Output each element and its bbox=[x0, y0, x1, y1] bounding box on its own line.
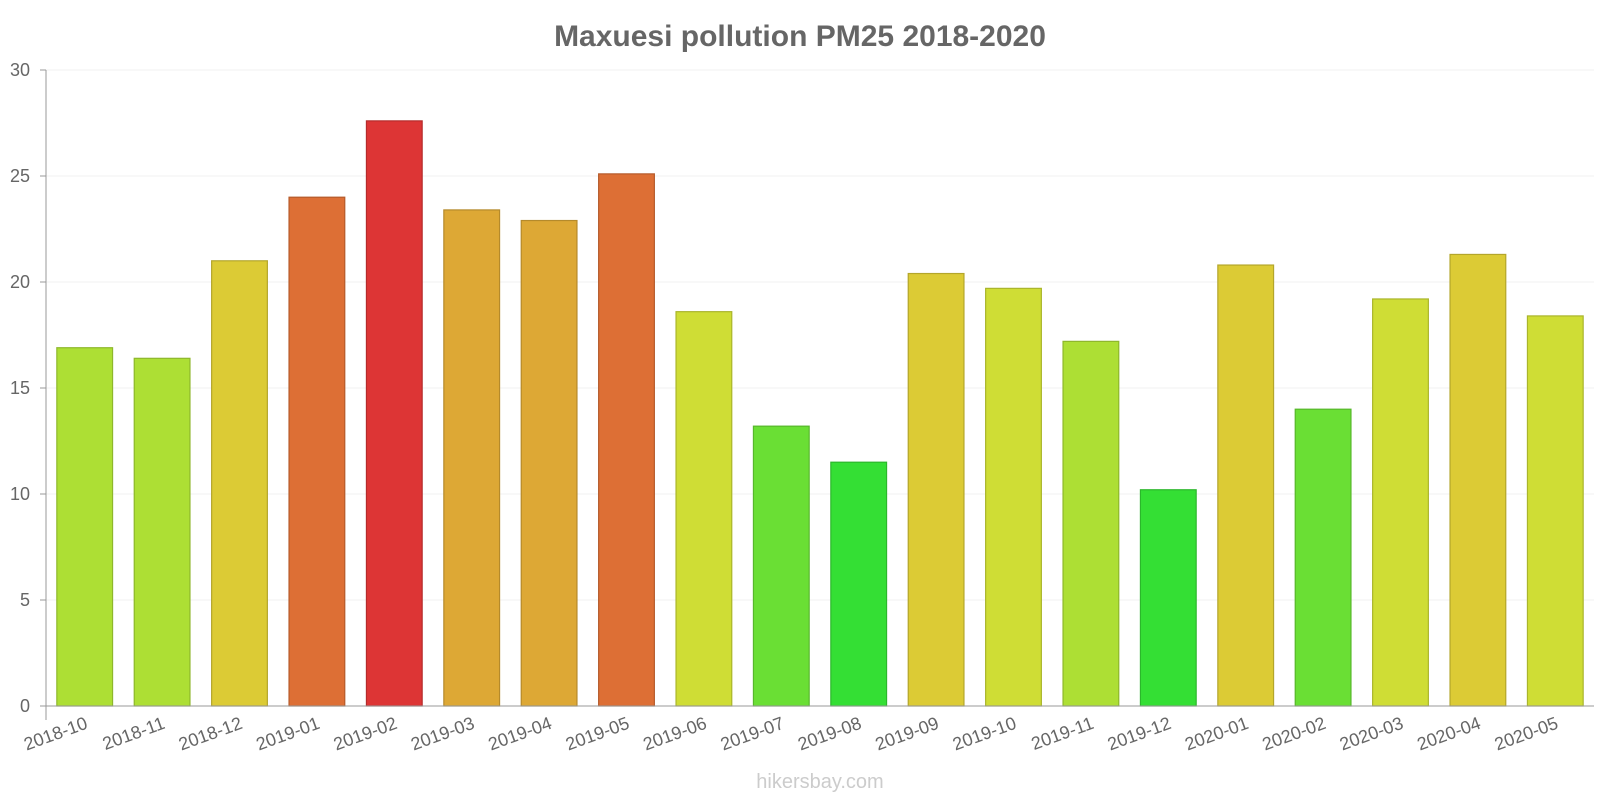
x-tick-label-2019-05: 2019-05 bbox=[563, 713, 632, 754]
bar-2019-12 bbox=[1139, 489, 1197, 707]
bar-2019-01 bbox=[288, 196, 346, 707]
bar-2020-02 bbox=[1294, 408, 1352, 707]
x-tick-label-2018-11: 2018-11 bbox=[100, 713, 168, 754]
bar-2019-04 bbox=[520, 219, 578, 707]
bar-2019-06 bbox=[675, 311, 733, 707]
watermark: hikersbay.com bbox=[756, 771, 883, 793]
bar-2020-03 bbox=[1372, 298, 1429, 707]
y-tick-label: 5 bbox=[20, 590, 30, 610]
x-tick-label-2020-05: 2020-05 bbox=[1492, 713, 1561, 754]
bars-layer bbox=[56, 120, 1584, 707]
y-tick-label: 30 bbox=[10, 60, 30, 80]
y-tick-label: 25 bbox=[10, 166, 30, 186]
x-tick-label-2020-03: 2020-03 bbox=[1337, 713, 1406, 754]
x-tick-label-2019-10: 2019-10 bbox=[950, 713, 1019, 754]
bar-2018-11 bbox=[133, 357, 191, 707]
x-tick-label-2019-11: 2019-11 bbox=[1029, 713, 1097, 754]
x-tick-label-2020-01: 2020-01 bbox=[1182, 713, 1251, 754]
x-tick-label-2020-04: 2020-04 bbox=[1414, 713, 1483, 754]
x-tick-label-2019-08: 2019-08 bbox=[795, 713, 864, 754]
x-tick-labels: 2018-10 2018-11 2018-12 2019-01 2019-02 2019-… bbox=[21, 706, 1561, 754]
bar-2019-05 bbox=[598, 173, 655, 707]
x-tick-label-2018-10: 2018-10 bbox=[21, 713, 90, 754]
grid-layer bbox=[46, 69, 1594, 601]
x-tick-label-2019-06: 2019-06 bbox=[640, 713, 709, 754]
x-tick-label-2019-12: 2019-12 bbox=[1105, 713, 1174, 754]
y-tick-label: 15 bbox=[10, 378, 30, 398]
y-tick-label: 0 bbox=[20, 696, 30, 716]
x-tick-label-2019-04: 2019-04 bbox=[486, 713, 555, 754]
x-tick-label-2019-02: 2019-02 bbox=[331, 713, 400, 754]
bar-2018-10 bbox=[56, 347, 114, 707]
bar-2020-04 bbox=[1449, 253, 1507, 707]
x-tick-label-2020-02: 2020-02 bbox=[1260, 713, 1329, 754]
y-tick-label: 20 bbox=[10, 272, 30, 292]
x-tick-label-2019-01: 2019-01 bbox=[253, 713, 322, 754]
bar-2019-10 bbox=[985, 287, 1042, 707]
x-tick-label-2019-07: 2019-07 bbox=[718, 713, 787, 754]
bar-2019-03 bbox=[443, 209, 501, 707]
bar-2019-07 bbox=[752, 425, 810, 707]
y-tick-labels: 0 5 10 15 20 25 30 bbox=[10, 60, 46, 716]
bar-2019-02 bbox=[365, 120, 423, 707]
bar-2020-05 bbox=[1526, 315, 1584, 707]
bar-2019-08 bbox=[830, 461, 888, 707]
bar-2018-12 bbox=[211, 260, 268, 707]
y-tick-label: 10 bbox=[10, 484, 30, 504]
x-tick-label-2019-03: 2019-03 bbox=[408, 713, 477, 754]
chart-title: Maxuesi pollution PM25 2018-2020 bbox=[554, 20, 1046, 53]
x-tick-label-2018-12: 2018-12 bbox=[176, 713, 245, 754]
x-tick-label-2019-09: 2019-09 bbox=[873, 713, 942, 754]
bar-2019-09 bbox=[907, 272, 965, 707]
bar-2020-01 bbox=[1217, 264, 1275, 707]
bar-2019-11 bbox=[1062, 340, 1120, 707]
